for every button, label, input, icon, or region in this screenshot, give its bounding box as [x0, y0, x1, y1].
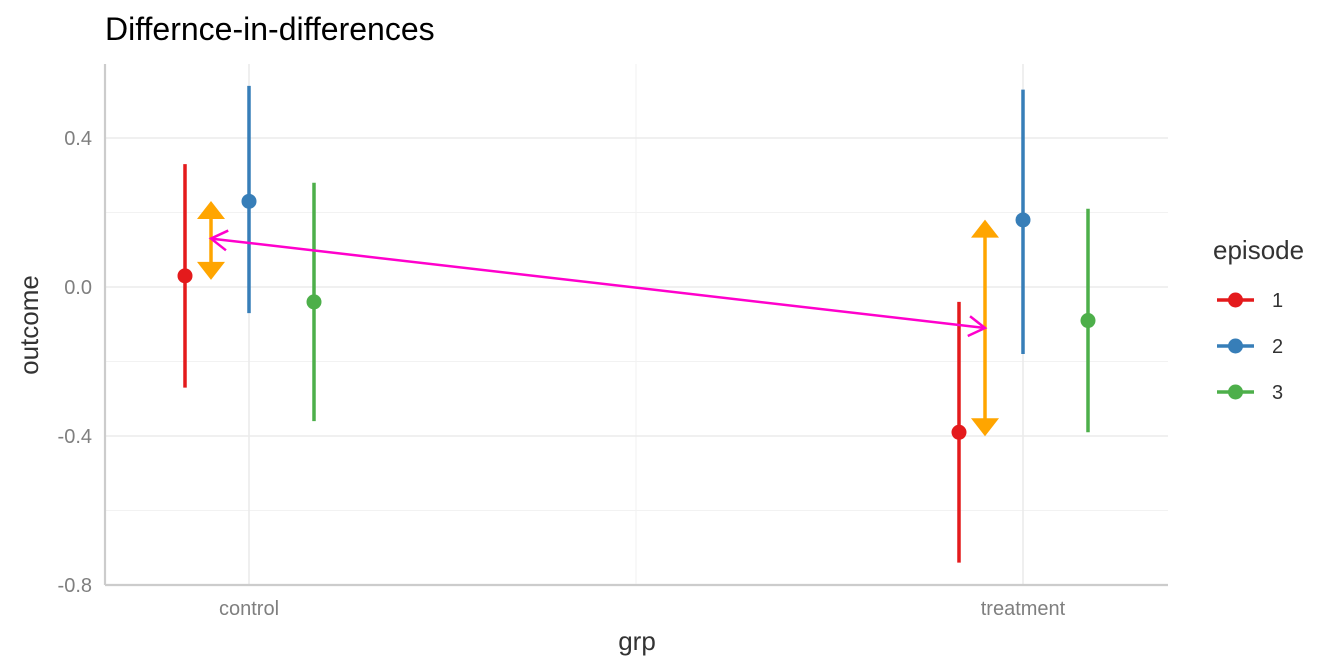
y-tick-labels: -0.8 -0.4 0.0 0.4 [58, 128, 92, 597]
data-point [177, 268, 193, 284]
x-tick-label: treatment [981, 598, 1066, 620]
did-arrow [210, 237, 986, 330]
legend: episode 1 2 3 [1213, 235, 1304, 404]
arrow-head [967, 315, 988, 338]
x-tick-labels: control treatment [219, 598, 1066, 620]
legend-title: episode [1213, 235, 1304, 265]
legend-key-point [1228, 384, 1243, 400]
x-axis-title: grp [618, 626, 656, 656]
legend-label: 3 [1272, 382, 1283, 404]
chart-title: Differnce-in-differences [105, 11, 435, 47]
data-point [951, 424, 967, 440]
data-marks [177, 85, 1096, 563]
grid [105, 64, 1168, 586]
data-point [241, 193, 257, 209]
y-tick-label: 0.4 [64, 128, 92, 150]
legend-label: 1 [1272, 290, 1283, 312]
arrow-head [197, 261, 225, 280]
arrow-head [197, 201, 225, 220]
legend-key-point [1228, 338, 1243, 354]
arrow-head [971, 219, 999, 238]
y-axis-title: outcome [14, 275, 44, 375]
data-point [306, 294, 322, 310]
data-point [1080, 313, 1096, 329]
legend-key-point [1228, 292, 1243, 308]
axes [103, 64, 1168, 587]
arrow-head [208, 229, 229, 252]
y-tick-label: 0.0 [64, 277, 92, 299]
annotation-arrows [197, 201, 999, 437]
y-tick-label: -0.4 [58, 426, 92, 448]
x-tick-label: control [219, 598, 279, 620]
y-tick-label: -0.8 [58, 575, 92, 597]
arrow-head [971, 418, 999, 437]
legend-label: 2 [1272, 336, 1283, 358]
data-point [1015, 212, 1031, 228]
